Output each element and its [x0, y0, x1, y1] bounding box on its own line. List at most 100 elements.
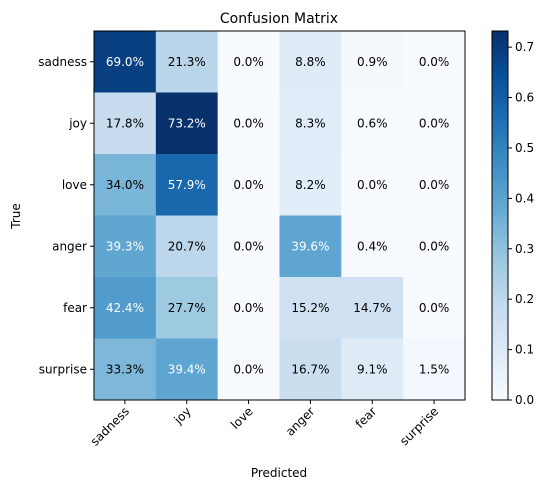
heatmap-cell: [279, 31, 342, 93]
cell-value-label: 0.0%: [233, 178, 264, 192]
cell-value-label: 14.7%: [353, 301, 391, 315]
cell-value-label: 0.0%: [419, 239, 450, 253]
cell-value-label: 73.2%: [168, 116, 206, 130]
cell-value-label: 16.7%: [291, 362, 329, 376]
colorbar-tick-label: 0.4: [515, 191, 534, 205]
cell-value-label: 8.3%: [295, 116, 326, 130]
heatmap-cell: [217, 154, 280, 216]
cell-value-label: 33.3%: [106, 362, 144, 376]
heatmap-cell: [341, 338, 404, 401]
cell-value-label: 20.7%: [168, 239, 206, 253]
cell-value-label: 21.3%: [168, 55, 206, 69]
heatmap-cell: [217, 338, 280, 401]
heatmap-cell: [155, 92, 219, 155]
cell-value-label: 39.6%: [291, 239, 329, 253]
colorbar-tick-label: 0.3: [515, 242, 534, 256]
cell-value-label: 0.9%: [357, 55, 388, 69]
colorbar-tick-label: 0.7: [515, 40, 534, 54]
heatmap-cell: [94, 215, 157, 278]
heatmap-cell: [155, 31, 219, 93]
x-axis-ticks: sadness joy love anger fear surprise: [88, 400, 441, 449]
y-tick-label: joy: [68, 116, 87, 130]
cell-value-label: 0.0%: [233, 362, 264, 376]
cell-value-label: 57.9%: [168, 178, 206, 192]
cell-value-label: 39.3%: [106, 239, 144, 253]
plot-frame: [93, 30, 466, 401]
x-axis-label: Predicted: [251, 466, 307, 480]
heatmap-cell: [279, 154, 342, 216]
cell-value-label: 42.4%: [106, 301, 144, 315]
heatmap-cell: [403, 92, 466, 155]
heatmap-cell: [341, 154, 404, 216]
cell-value-label: 0.0%: [419, 55, 450, 69]
heatmap-cell: [155, 277, 219, 339]
heatmap-cell: [403, 31, 466, 93]
y-tick-label: fear: [63, 301, 87, 315]
y-axis-label: True: [9, 203, 23, 230]
heatmap-cell: [217, 215, 280, 278]
heatmap-cell: [341, 277, 404, 339]
heatmap-cell: [94, 31, 157, 93]
heatmap-cell: [279, 277, 342, 339]
colorbar-tick-label: 0.1: [515, 343, 534, 357]
cell-value-label: 8.8%: [295, 55, 326, 69]
cell-value-label: 0.6%: [357, 116, 388, 130]
x-tick-label: joy: [171, 404, 194, 427]
cell-value-label: 1.5%: [419, 362, 450, 376]
y-tick-label: surprise: [39, 362, 87, 376]
cell-value-label: 8.2%: [295, 178, 326, 192]
cell-value-label: 0.0%: [233, 116, 264, 130]
cell-value-label: 0.0%: [233, 239, 264, 253]
x-tick-label: sadness: [88, 404, 132, 448]
x-tick-label: surprise: [397, 404, 441, 448]
x-tick-label: anger: [283, 404, 318, 439]
heatmap-cell: [217, 277, 280, 339]
heatmap-cell: [279, 338, 342, 401]
cell-value-label: 0.0%: [419, 116, 450, 130]
colorbar-tick-label: 0.6: [515, 91, 534, 105]
cell-value-label: 0.0%: [419, 301, 450, 315]
heatmap-cells: [94, 31, 466, 401]
heatmap-cell: [341, 215, 404, 278]
cell-value-label: 0.0%: [357, 178, 388, 192]
y-axis-ticks: sadness joy love anger fear surprise: [38, 55, 94, 376]
y-tick-label: love: [62, 178, 87, 192]
heatmap-cell: [94, 277, 157, 339]
cell-value-labels: 69.0% 21.3% 0.0% 8.8% 0.9% 0.0% 17.8% 73.2% 0.0%…: [106, 55, 449, 377]
cell-value-label: 27.7%: [168, 301, 206, 315]
chart-title: Confusion Matrix: [220, 11, 338, 27]
heatmap-cell: [155, 338, 219, 401]
heatmap-cell: [279, 92, 342, 155]
y-tick-label: sadness: [38, 55, 87, 69]
colorbar-frame: [491, 30, 509, 401]
heatmap-cell: [403, 154, 466, 216]
cell-value-label: 69.0%: [106, 55, 144, 69]
heatmap-cell: [155, 215, 219, 278]
heatmap-cell: [403, 338, 466, 401]
cell-value-label: 0.0%: [419, 178, 450, 192]
cell-value-label: 34.0%: [106, 178, 144, 192]
heatmap-cell: [341, 31, 404, 93]
cell-value-label: 17.8%: [106, 116, 144, 130]
heatmap-cell: [94, 338, 157, 401]
heatmap-cell: [155, 154, 219, 216]
heatmap-cell: [217, 31, 280, 93]
cell-value-label: 0.0%: [233, 55, 264, 69]
cell-value-label: 0.0%: [233, 301, 264, 315]
cell-value-label: 9.1%: [357, 362, 388, 376]
colorbar-tick-label: 0.0: [515, 393, 534, 407]
cell-value-label: 0.4%: [357, 239, 388, 253]
heatmap-cell: [279, 215, 342, 278]
heatmap-cell: [341, 92, 404, 155]
heatmap-cell: [217, 92, 280, 155]
heatmap-cell: [94, 92, 157, 155]
y-tick-label: anger: [52, 239, 87, 253]
x-tick-label: love: [228, 404, 256, 432]
heatmap-cell: [94, 154, 157, 216]
colorbar-tick-label: 0.5: [515, 141, 534, 155]
x-tick-label: fear: [353, 404, 380, 431]
colorbar-gradient: [492, 31, 508, 400]
cell-value-label: 15.2%: [291, 301, 329, 315]
heatmap-cell: [403, 215, 466, 278]
